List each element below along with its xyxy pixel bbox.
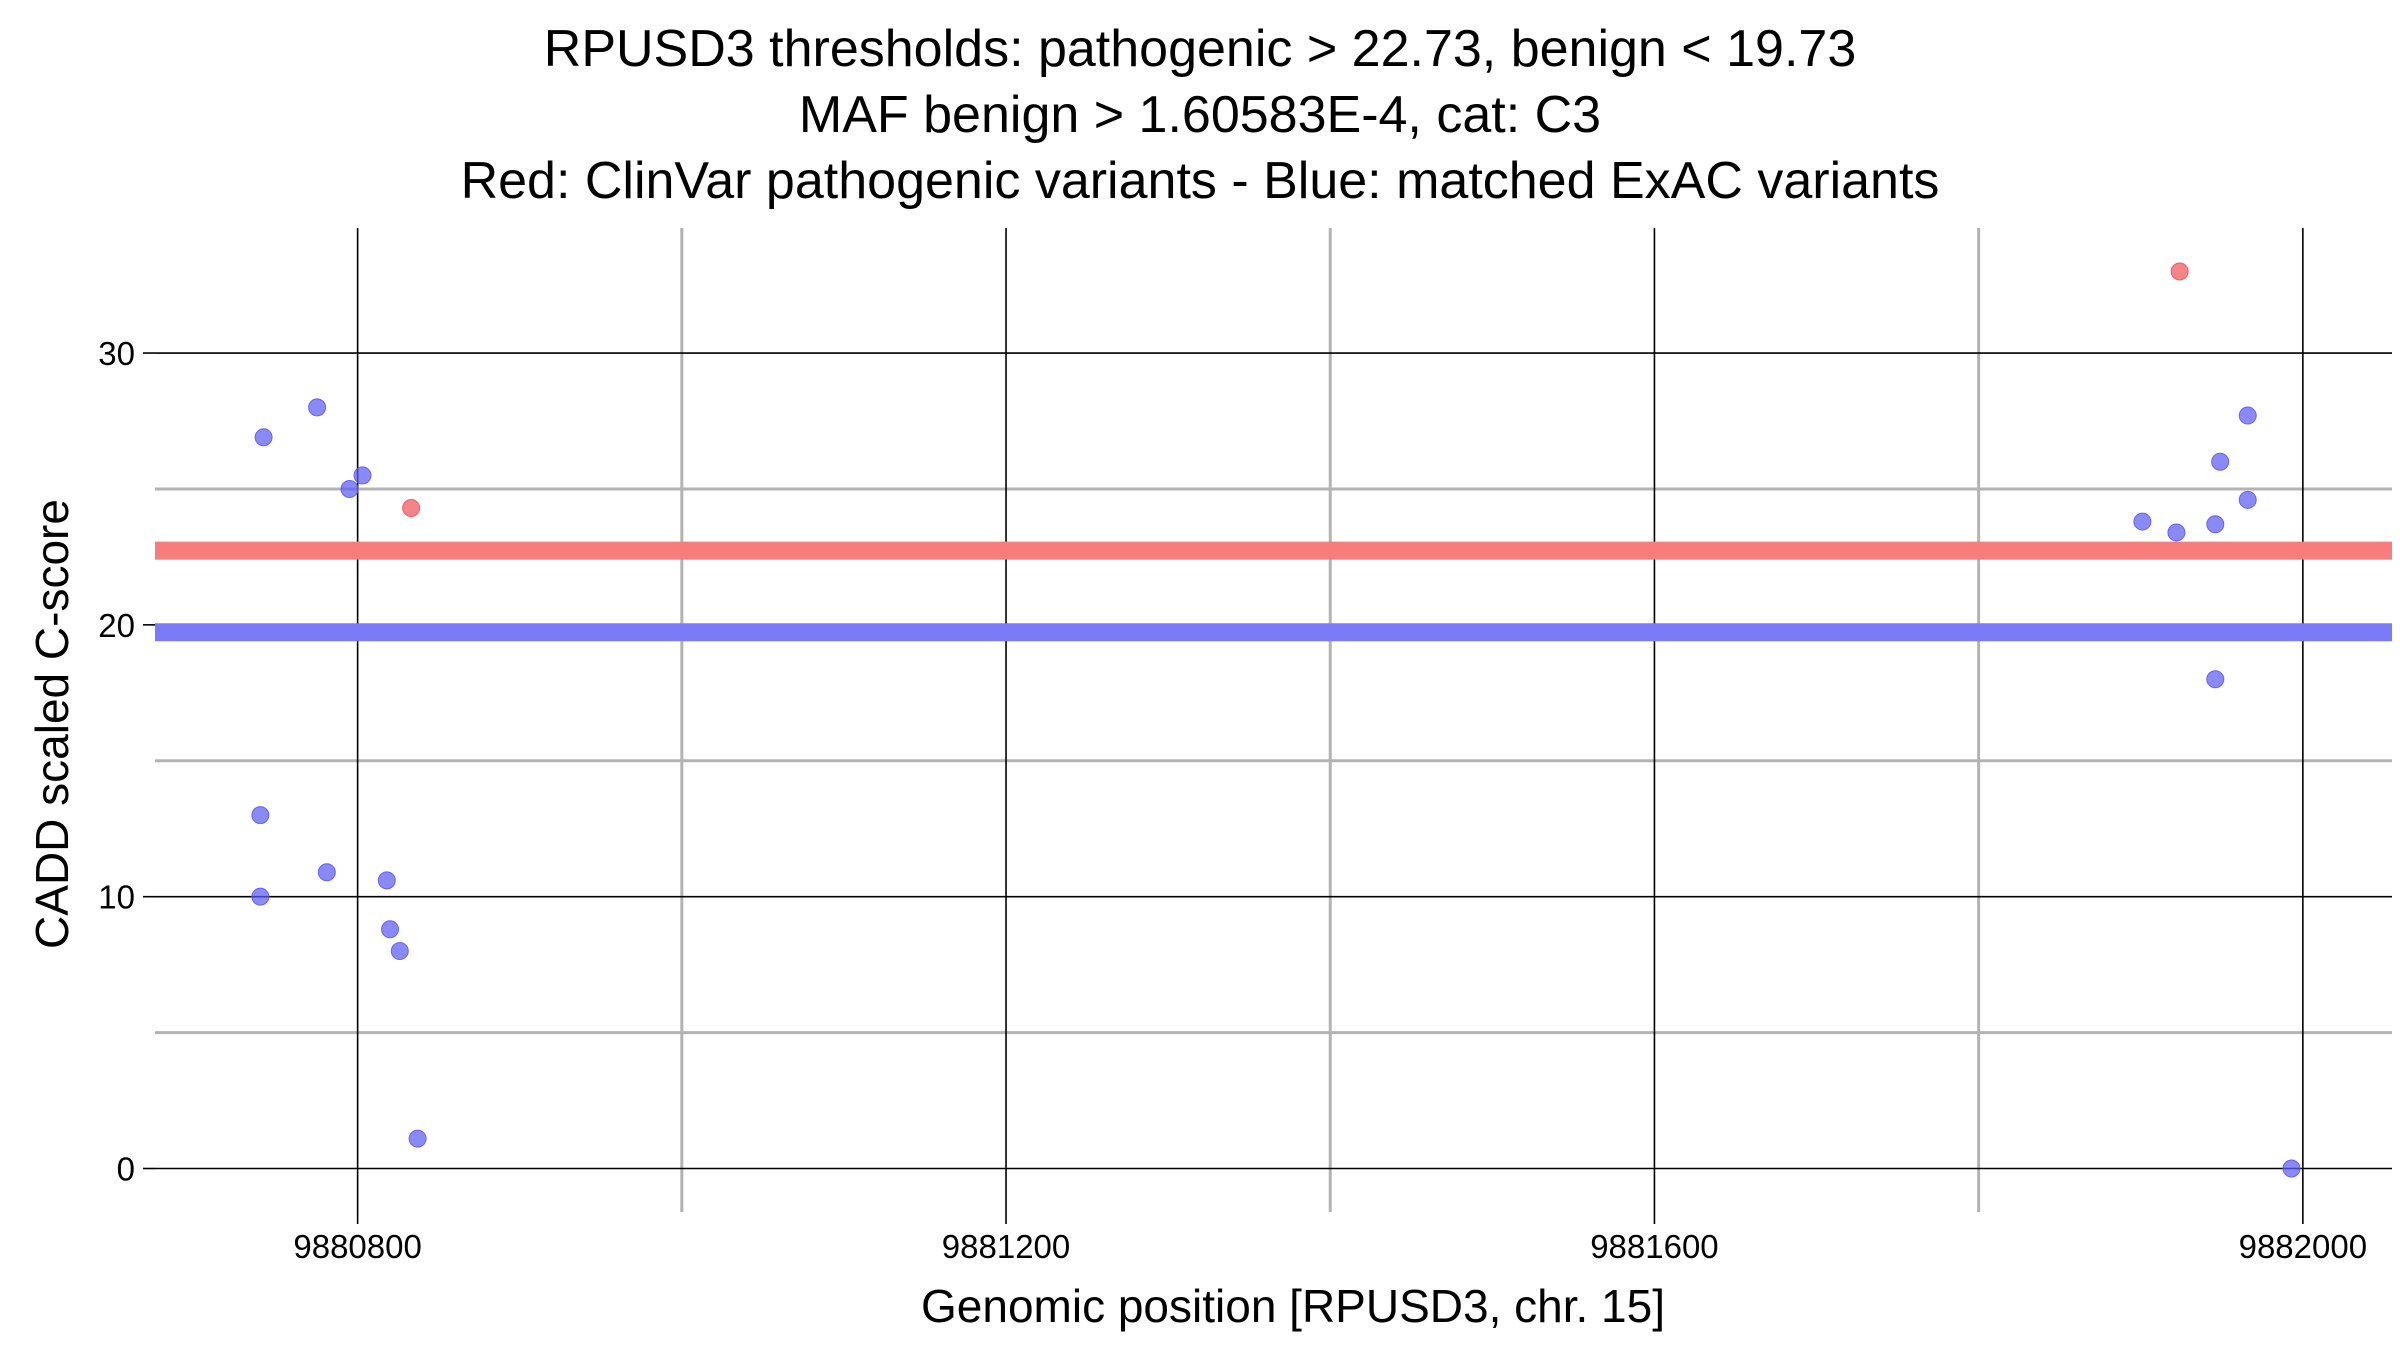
exac-point: [2238, 490, 2257, 509]
exac-point: [377, 871, 396, 890]
y-tick-label: 10: [98, 879, 135, 916]
exac-point: [254, 428, 273, 447]
exac-point: [251, 887, 270, 906]
exac-point: [340, 479, 359, 498]
data-points: [251, 262, 2301, 1178]
exac-point: [353, 466, 372, 485]
y-tick-label: 30: [98, 335, 135, 372]
exac-point: [2167, 523, 2186, 542]
exac-point: [2206, 670, 2225, 689]
exac-point: [317, 863, 336, 882]
x-tick-label: 9882000: [2239, 1228, 2367, 1265]
x-tick-label: 9880800: [293, 1228, 421, 1265]
x-axis-title: Genomic position [RPUSD3, chr. 15]: [921, 1280, 1665, 1332]
x-tick-label: 9881200: [942, 1228, 1070, 1265]
exac-point: [2238, 406, 2257, 425]
axes: 0 10 20 30 9880800 9881200 9881600 9882000: [98, 335, 2367, 1265]
chart-title-line-2: MAF benign > 1.60583E-4, cat: C3: [798, 86, 1602, 144]
x-tick-label: 9881600: [1590, 1228, 1718, 1265]
threshold-lines: [155, 541, 2392, 642]
pathogenic-point: [402, 498, 421, 517]
exac-point: [381, 920, 400, 939]
y-tick-label: 20: [98, 607, 135, 644]
exac-point: [2206, 515, 2225, 534]
exac-point: [408, 1129, 427, 1148]
exac-point: [2282, 1159, 2301, 1178]
exac-point: [390, 942, 409, 961]
chart-title-line-1: RPUSD3 thresholds: pathogenic > 22.73, b…: [543, 20, 1857, 78]
exac-point: [2133, 512, 2152, 531]
exac-point: [2211, 452, 2230, 471]
major-gridlines: [155, 228, 2392, 1212]
exac-point: [251, 806, 270, 825]
pathogenic-point: [2170, 262, 2189, 281]
exac-point: [308, 398, 327, 417]
minor-gridlines: [155, 228, 2392, 1212]
y-axis-title: CADD scaled C-score: [26, 499, 78, 949]
chart-title-line-3: Red: ClinVar pathogenic variants - Blue:…: [460, 152, 1940, 210]
y-tick-label: 0: [117, 1151, 135, 1188]
